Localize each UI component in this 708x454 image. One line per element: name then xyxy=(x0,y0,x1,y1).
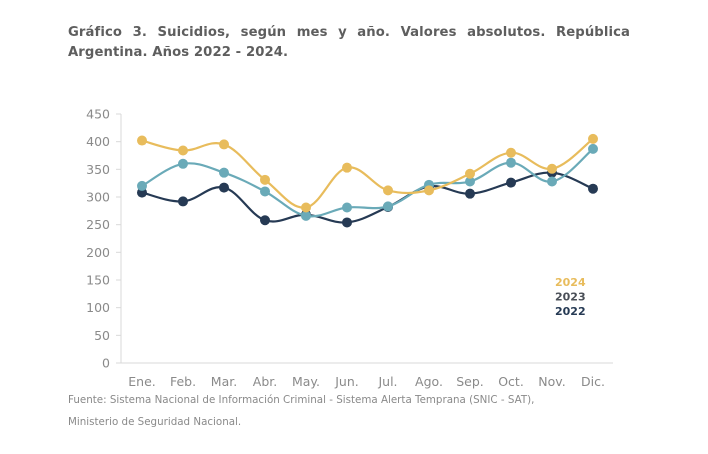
data-point-2024-feb xyxy=(178,145,188,156)
chart-title: Gráfico 3. Suicidios, según mes y año. V… xyxy=(68,23,630,63)
series-group xyxy=(137,133,598,228)
y-axis-ticks: 0 50 100 150 200 250 300 350 400 450 xyxy=(86,107,121,371)
x-tick-label: Oct. xyxy=(498,374,524,389)
data-point-2023-sep xyxy=(465,176,475,187)
data-point-2024-dic xyxy=(588,133,598,144)
series-line-2023 xyxy=(141,147,594,218)
x-tick-label: May. xyxy=(292,374,320,389)
source-note: Fuente: Sistema Nacional de Información … xyxy=(68,389,630,433)
y-tick-label: 250 xyxy=(86,217,110,232)
legend-entry-2024: 2024 xyxy=(555,276,586,289)
data-point-2023-oct xyxy=(506,157,516,168)
axes xyxy=(120,114,613,364)
x-tick-label: Sep. xyxy=(456,374,484,389)
y-tick-label: 50 xyxy=(94,328,110,343)
data-point-2024-nov xyxy=(547,163,557,174)
x-tick-label: Dic. xyxy=(581,374,605,389)
data-point-2023-may xyxy=(301,210,311,221)
data-point-2024-ene xyxy=(137,135,147,146)
source-line-1: Fuente: Sistema Nacional de Información … xyxy=(68,394,535,406)
data-point-2022-oct xyxy=(506,177,516,188)
data-point-2023-dic xyxy=(588,143,598,154)
y-tick-label: 0 xyxy=(102,356,110,371)
x-tick-label: Ene. xyxy=(128,374,155,389)
data-point-2024-jul xyxy=(383,185,393,196)
chart-title-line-2: Argentina. Años 2022 - 2024. xyxy=(68,45,289,60)
data-point-2023-feb xyxy=(178,158,188,169)
data-point-2022-abr xyxy=(260,215,270,226)
x-tick-label: Feb. xyxy=(170,374,196,389)
x-axis-ticks: Ene. Feb. Mar. Abr. May. Jun. Jul. Ago. Sep. Oct.… xyxy=(128,374,605,389)
chart-title-line-1: Gráfico 3. Suicidios, según mes y año. V… xyxy=(68,25,630,40)
y-tick-label: 450 xyxy=(86,107,110,122)
y-tick-label: 200 xyxy=(86,245,110,260)
x-tick-label: Jun. xyxy=(334,374,359,389)
legend-entry-2023: 2023 xyxy=(555,291,586,304)
data-point-2022-mar xyxy=(219,182,229,193)
data-point-2024-oct xyxy=(506,147,516,158)
data-point-2022-sep xyxy=(465,188,475,199)
legend-entry-2022: 2022 xyxy=(555,305,586,318)
x-tick-label: Nov. xyxy=(538,374,565,389)
data-point-2024-may xyxy=(301,202,311,213)
data-point-2022-jun xyxy=(342,217,352,228)
series-line-2022 xyxy=(141,171,594,224)
data-point-2022-dic xyxy=(588,183,598,194)
source-line-2: Ministerio de Seguridad Nacional. xyxy=(68,416,242,428)
data-point-2024-mar xyxy=(219,139,229,150)
y-tick-label: 300 xyxy=(86,190,110,205)
data-point-2022-feb xyxy=(178,196,188,207)
y-tick-label: 400 xyxy=(86,134,110,149)
data-point-2023-nov xyxy=(547,176,557,187)
data-point-2023-jul xyxy=(383,201,393,212)
y-tick-label: 100 xyxy=(86,300,110,315)
x-tick-label: Ago. xyxy=(415,374,443,389)
series-2024 xyxy=(137,133,598,213)
y-tick-label: 350 xyxy=(86,162,110,177)
data-point-2023-mar xyxy=(219,167,229,178)
x-tick-label: Abr. xyxy=(253,374,277,389)
series-line-2024 xyxy=(141,138,594,209)
data-point-2024-sep xyxy=(465,168,475,179)
data-point-2024-jun xyxy=(342,162,352,173)
data-point-2024-abr xyxy=(260,174,270,185)
series-2023 xyxy=(137,143,598,221)
data-point-2024-ago xyxy=(424,185,434,196)
data-point-2023-ene xyxy=(137,180,147,191)
data-point-2023-abr xyxy=(260,186,270,197)
x-tick-label: Jul. xyxy=(377,374,397,389)
y-tick-label: 150 xyxy=(86,273,110,288)
data-point-2023-jun xyxy=(342,202,352,213)
x-tick-label: Mar. xyxy=(211,374,237,389)
